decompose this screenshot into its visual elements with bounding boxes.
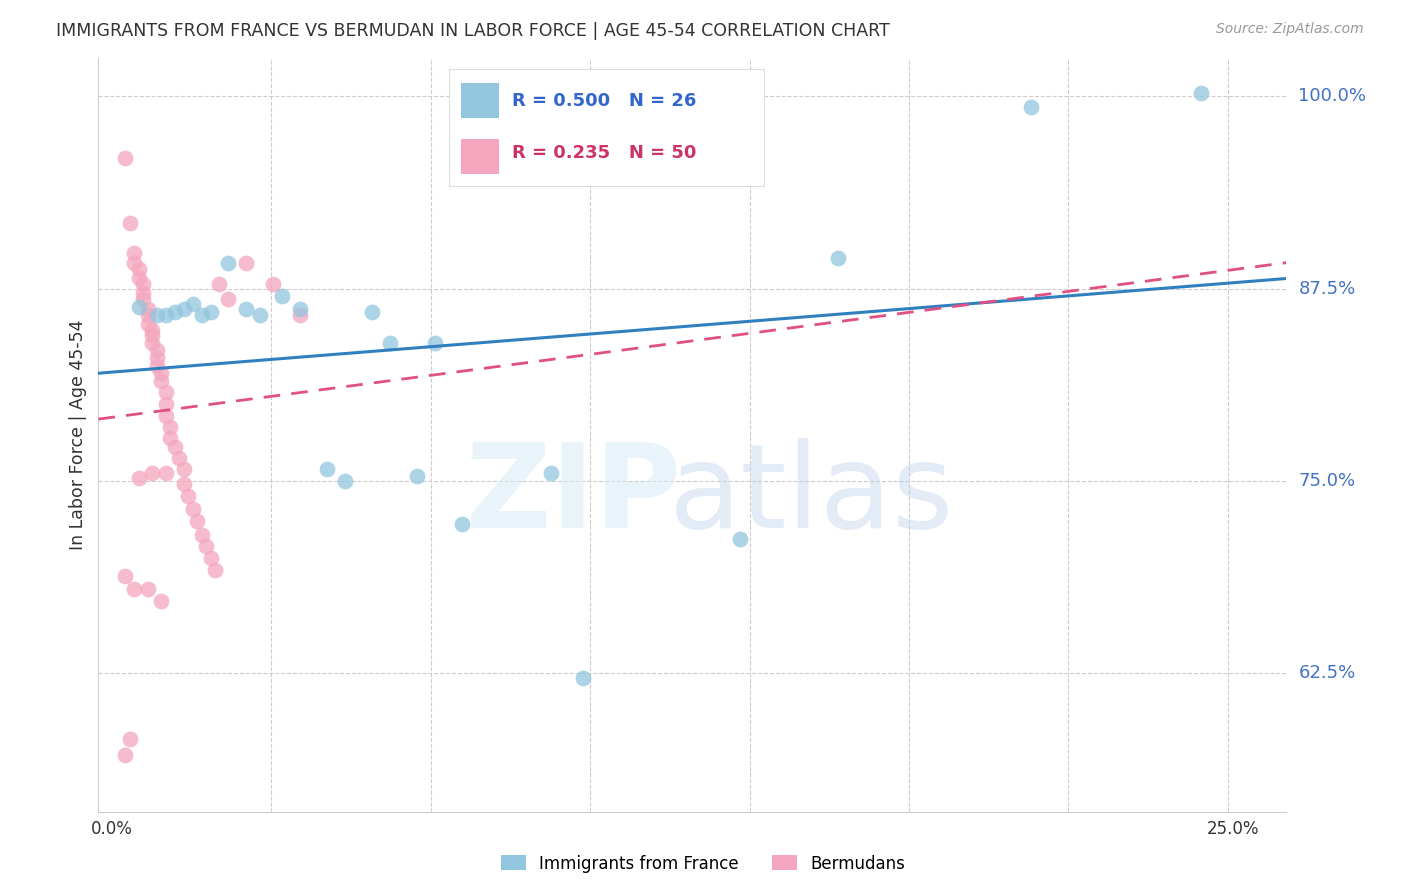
Point xyxy=(114,151,136,165)
Text: 62.5%: 62.5% xyxy=(1298,665,1355,682)
Point xyxy=(271,289,294,303)
Point xyxy=(181,501,204,516)
Point xyxy=(571,671,593,685)
Point xyxy=(145,343,167,358)
Point xyxy=(128,471,150,485)
Point xyxy=(249,308,271,322)
Point xyxy=(145,308,167,322)
Point xyxy=(159,420,181,434)
Point xyxy=(195,539,218,553)
Point xyxy=(217,293,239,307)
Text: atlas: atlas xyxy=(669,438,953,553)
Point xyxy=(262,277,284,291)
Text: IMMIGRANTS FROM FRANCE VS BERMUDAN IN LABOR FORCE | AGE 45-54 CORRELATION CHART: IMMIGRANTS FROM FRANCE VS BERMUDAN IN LA… xyxy=(56,22,890,40)
Point xyxy=(450,517,472,532)
Point xyxy=(124,255,146,269)
Point xyxy=(141,323,163,337)
Point xyxy=(200,305,222,319)
Point xyxy=(333,474,356,488)
Point xyxy=(124,246,146,260)
Point xyxy=(132,293,155,307)
Point xyxy=(235,255,257,269)
Point xyxy=(128,300,150,314)
Point xyxy=(128,271,150,285)
Point xyxy=(190,528,212,542)
Point xyxy=(186,514,208,528)
Text: 75.0%: 75.0% xyxy=(1298,472,1355,490)
Point xyxy=(145,351,167,365)
Point xyxy=(235,301,257,316)
Point xyxy=(150,594,173,608)
Point xyxy=(208,277,231,291)
Point xyxy=(1189,87,1212,101)
Point xyxy=(124,582,146,596)
Point xyxy=(361,305,384,319)
Point xyxy=(150,367,173,381)
Point xyxy=(200,550,222,565)
Point xyxy=(173,301,195,316)
Point xyxy=(132,286,155,301)
Legend: Immigrants from France, Bermudans: Immigrants from France, Bermudans xyxy=(494,848,912,880)
Point xyxy=(141,335,163,350)
Text: ZIP: ZIP xyxy=(465,438,682,553)
Point xyxy=(173,477,195,491)
Point xyxy=(128,261,150,276)
Point xyxy=(155,308,177,322)
Point xyxy=(204,563,226,577)
Point xyxy=(136,317,159,331)
Y-axis label: In Labor Force | Age 45-54: In Labor Force | Age 45-54 xyxy=(69,319,87,550)
Point xyxy=(163,440,186,454)
Point xyxy=(728,533,751,547)
Point xyxy=(150,374,173,388)
Point xyxy=(163,305,186,319)
Text: 100.0%: 100.0% xyxy=(1298,87,1367,105)
Point xyxy=(155,397,177,411)
Point xyxy=(181,297,204,311)
Point xyxy=(217,255,239,269)
Point xyxy=(114,747,136,762)
Point xyxy=(132,277,155,291)
Point xyxy=(378,335,401,350)
Point xyxy=(136,582,159,596)
Point xyxy=(118,732,141,747)
Text: 25.0%: 25.0% xyxy=(1206,820,1258,838)
Point xyxy=(118,216,141,230)
Point xyxy=(145,359,167,373)
Point xyxy=(159,431,181,445)
Point xyxy=(1019,100,1042,114)
Point xyxy=(173,461,195,475)
Point xyxy=(288,308,311,322)
Text: 0.0%: 0.0% xyxy=(91,820,132,838)
Text: Source: ZipAtlas.com: Source: ZipAtlas.com xyxy=(1216,22,1364,37)
Text: 87.5%: 87.5% xyxy=(1298,280,1355,298)
Point xyxy=(141,327,163,342)
Point xyxy=(114,569,136,583)
Point xyxy=(136,301,159,316)
Point xyxy=(177,489,200,503)
Point xyxy=(288,301,311,316)
Point xyxy=(136,308,159,322)
Point xyxy=(155,409,177,424)
Point xyxy=(167,450,190,465)
Point xyxy=(405,469,427,483)
Point xyxy=(155,467,177,481)
Point xyxy=(141,467,163,481)
Point xyxy=(316,461,339,475)
Point xyxy=(540,467,562,481)
Point xyxy=(827,251,849,265)
Point xyxy=(423,335,446,350)
Point xyxy=(155,384,177,399)
Point xyxy=(190,308,212,322)
